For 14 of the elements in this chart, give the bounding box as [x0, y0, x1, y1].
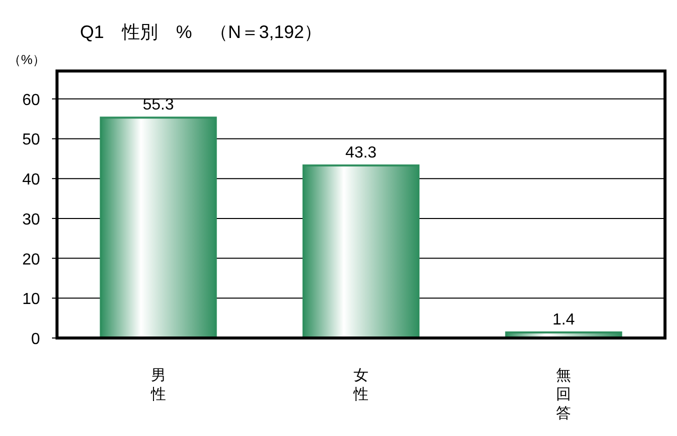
y-tick-label: 30 — [22, 211, 40, 228]
y-tick-label: 10 — [22, 291, 40, 308]
chart-title: Q1 性別 % （N＝3,192） — [80, 22, 322, 42]
y-tick-label: 20 — [22, 251, 40, 268]
x-tick-label: 女性 — [352, 367, 368, 403]
y-tick-label: 60 — [22, 92, 40, 109]
data-label: 1.4 — [552, 311, 575, 328]
data-label: 43.3 — [345, 144, 377, 162]
y-axis-title: （%） — [8, 52, 46, 67]
y-tick-label: 50 — [22, 132, 40, 149]
y-tick-label: 0 — [31, 331, 40, 348]
y-tick-label: 40 — [22, 172, 40, 189]
x-tick-label: 男性 — [150, 367, 166, 403]
x-tick-label: 無回答 — [556, 367, 572, 422]
